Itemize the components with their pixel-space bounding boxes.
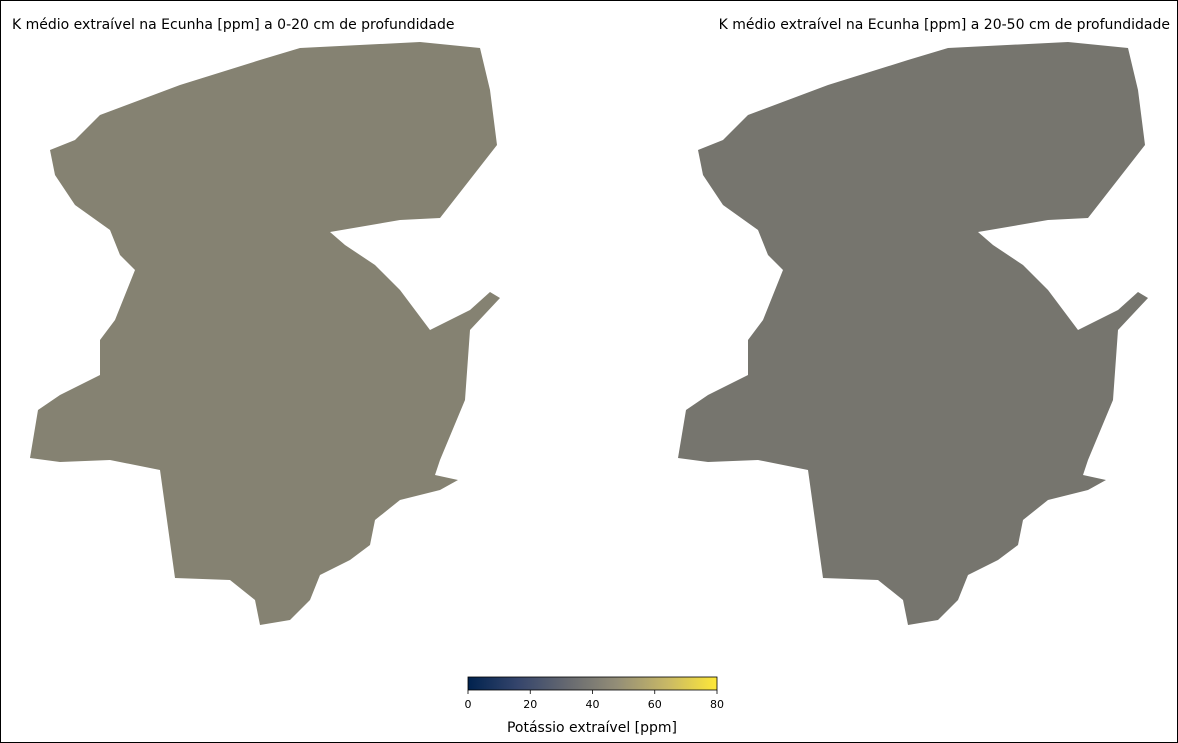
colorbar-tick-label: 60 [648,698,662,711]
colorbar-tick-label: 20 [523,698,537,711]
panel-title: K médio extraível na Ecunha [ppm] a 20-5… [719,17,1170,33]
colorbar-tick-label: 0 [465,698,472,711]
colorbar-tick-label: 40 [586,698,600,711]
figure: K médio extraível na Ecunha [ppm] a 0-20… [0,0,1178,743]
colorbar [468,677,717,690]
colorbar-tick-label: 80 [710,698,724,711]
panel-title: K médio extraível na Ecunha [ppm] a 0-20… [12,17,454,33]
page: {"panels": [ {"title": "K médio extraíve… [0,0,1178,743]
colorbar-label: Potássio extraível [ppm] [507,720,677,736]
